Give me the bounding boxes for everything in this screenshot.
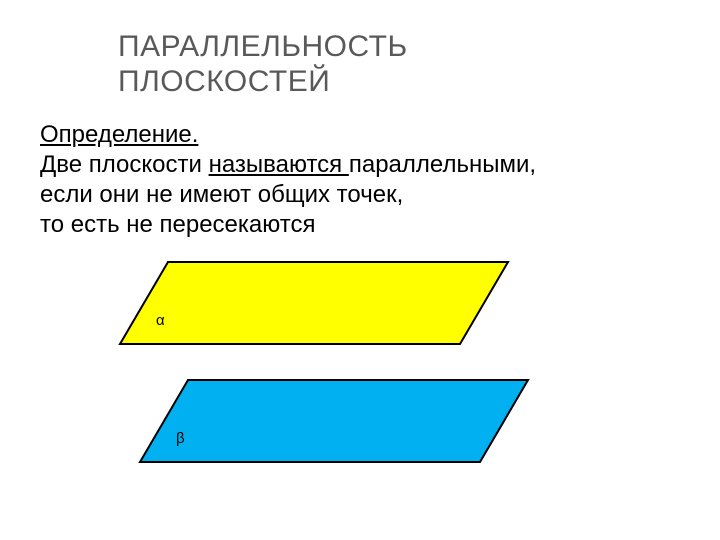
plane-beta-shape [140,380,528,462]
definition-word: Определение. [40,121,198,148]
title-line-2: ПЛОСКОСТЕЙ [118,65,408,100]
definition-text: Определение. Две плоскости называются па… [40,120,536,240]
definition-line-4: то есть не пересекаются [40,210,536,240]
plane-beta: β [140,380,528,462]
slide-title: ПАРАЛЛЕЛЬНОСТЬ ПЛОСКОСТЕЙ [118,30,408,99]
plane-beta-polygon [140,380,528,462]
plane-alpha-shape [120,262,508,344]
title-line-1: ПАРАЛЛЕЛЬНОСТЬ [118,30,408,65]
plane-alpha: α [120,262,508,344]
definition-line-2: Две плоскости называются параллельными, [40,150,536,180]
plane-alpha-polygon [120,262,508,344]
definition-line-3: если они не имеют общих точек, [40,180,536,210]
slide: ПАРАЛЛЕЛЬНОСТЬ ПЛОСКОСТЕЙ Определение. Д… [0,0,720,540]
plane-alpha-label: α [156,312,165,329]
definition-line-1: Определение. [40,120,536,150]
plane-beta-label: β [176,430,185,447]
